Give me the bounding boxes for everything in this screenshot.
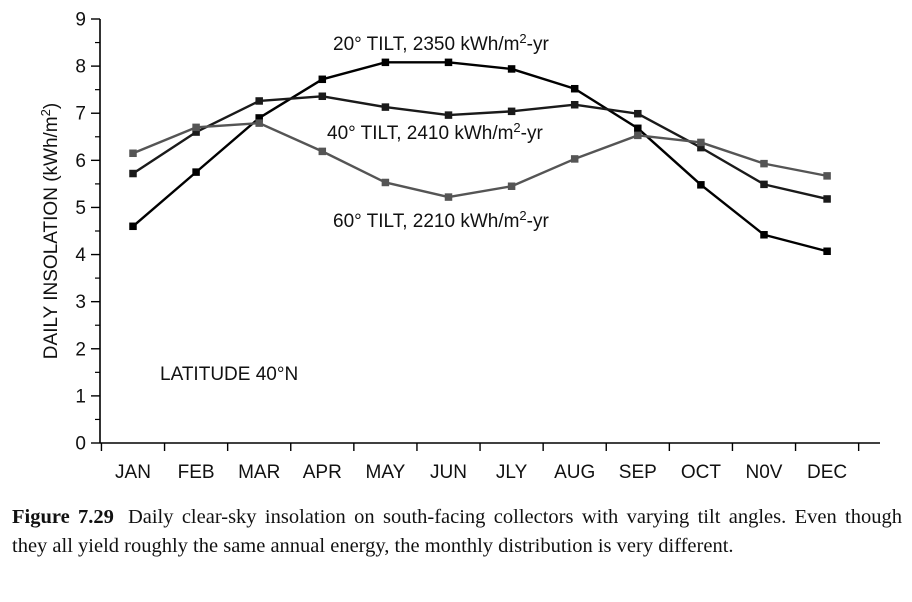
data-point [381, 58, 390, 67]
series-line [132, 121, 828, 199]
y-tick-label: 7 [75, 104, 86, 125]
data-point [255, 97, 263, 105]
data-point [318, 75, 327, 84]
data-point [192, 128, 200, 136]
y-tick-label: 3 [75, 292, 86, 313]
series-1 [129, 58, 831, 256]
x-tick-label: JLY [496, 462, 528, 483]
data-point [318, 147, 327, 156]
y-tick-label: 4 [75, 245, 86, 266]
data-point [760, 231, 768, 239]
data-point [255, 119, 263, 127]
x-tick-label: DEC [807, 462, 847, 483]
chart-series [129, 58, 831, 256]
data-point [760, 180, 768, 189]
data-point [255, 114, 263, 122]
x-tick-label: MAY [366, 462, 406, 483]
series-3 [129, 119, 831, 201]
data-point [192, 123, 200, 132]
data-point [507, 65, 516, 73]
x-tick-label: FEB [178, 462, 215, 483]
data-point [318, 92, 327, 101]
series-line [132, 95, 828, 201]
x-tick-label: JAN [115, 462, 151, 483]
figure-caption: Figure 7.29 Daily clear-sky insolation on… [12, 503, 902, 561]
data-point [634, 131, 642, 140]
data-point [444, 111, 453, 119]
data-point [823, 172, 831, 180]
data-point [192, 168, 200, 176]
data-point [823, 247, 831, 256]
x-tick-label: N0V [746, 462, 783, 483]
x-tick-label: APR [303, 462, 342, 483]
x-tick-label: SEP [619, 462, 657, 483]
figure-caption-text: Daily clear-sky insolation on south-faci… [12, 506, 903, 557]
data-point [570, 155, 579, 163]
y-tick-label: 9 [75, 10, 86, 31]
y-tick-label: 8 [75, 57, 86, 78]
data-point [381, 178, 390, 187]
x-tick-label: JUN [430, 462, 467, 483]
data-point [507, 107, 516, 116]
annotation-label: 60° TILT, 2210 kWh/m2-yr [333, 208, 549, 232]
y-tick-label: 5 [75, 198, 86, 219]
data-point [444, 193, 453, 201]
data-point [823, 195, 831, 203]
data-point [381, 103, 390, 111]
data-point [129, 149, 137, 158]
x-tick-label: AUG [554, 462, 595, 483]
annotation-label: 20° TILT, 2350 kWh/m2-yr [333, 31, 549, 55]
data-point [129, 169, 137, 178]
annotation-label: LATITUDE 40°N [160, 364, 298, 385]
y-tick-label: 0 [75, 434, 86, 455]
y-tick-label: 1 [75, 386, 86, 407]
y-tick-label: 6 [75, 151, 86, 172]
annotation-label: 40° TILT, 2410 kWh/m2-yr [327, 120, 543, 144]
data-point [697, 143, 705, 152]
chart-axes: 0 1 2 3 4 5 6 7 8 9 JAN FEB MAR APR MAY JUN JLY AUG SEP OCT… [38, 10, 880, 483]
series-2 [129, 92, 831, 203]
data-point [634, 124, 642, 133]
insolation-chart: 0 1 2 3 4 5 6 7 8 9 JAN FEB MAR APR MAY JUN JLY AUG SEP OCT… [38, 10, 880, 483]
y-axis-label: DAILY INSOLATION (kWh/m2) [38, 103, 62, 359]
data-point [507, 182, 516, 190]
data-point [570, 84, 579, 93]
chart-annotations: 20° TILT, 2350 kWh/m2-yr 40° TILT, 2410 k… [160, 31, 549, 385]
x-tick-label: OCT [681, 462, 722, 483]
data-point [760, 159, 768, 168]
series-line [132, 61, 828, 253]
data-point [444, 58, 453, 67]
data-point [697, 181, 705, 189]
data-point [697, 138, 705, 147]
data-point [634, 109, 642, 118]
figure-label: Figure 7.29 [12, 506, 114, 528]
data-point [570, 100, 579, 109]
x-tick-label: MAR [238, 462, 280, 483]
data-point [129, 222, 137, 231]
y-tick-label: 2 [75, 339, 86, 360]
